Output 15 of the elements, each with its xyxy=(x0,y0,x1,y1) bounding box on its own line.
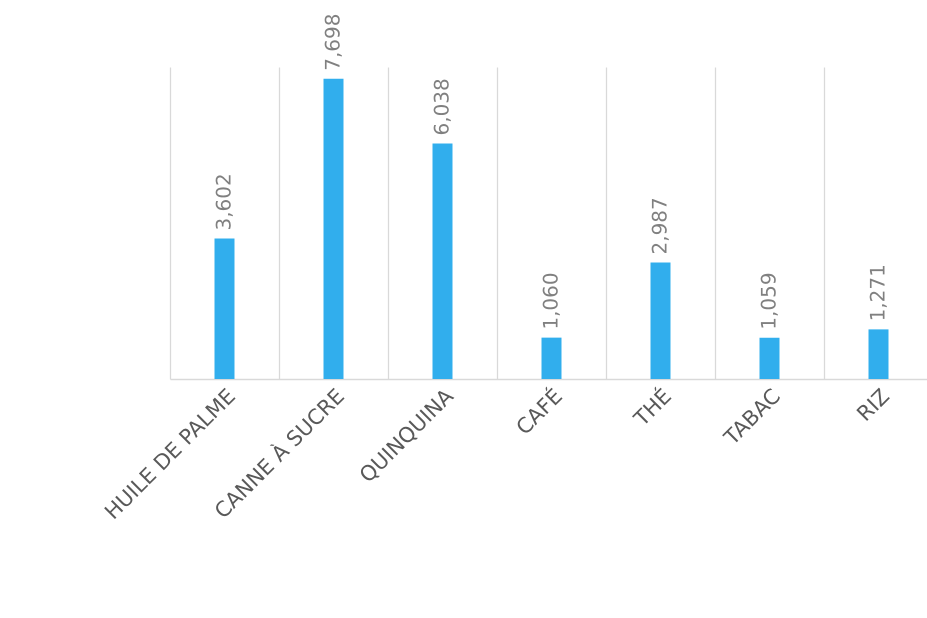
data-label: 6,038 xyxy=(430,78,454,136)
data-label: 3,602 xyxy=(212,173,236,231)
data-label: 2,987 xyxy=(648,197,672,255)
bar xyxy=(324,78,344,379)
bar xyxy=(432,144,452,379)
bar xyxy=(214,238,234,379)
data-label: 7,698 xyxy=(320,14,344,71)
data-label: 1,271 xyxy=(866,264,890,322)
data-label: 1,060 xyxy=(538,272,562,330)
bar xyxy=(542,338,562,379)
x-tick-label: RIZ xyxy=(852,384,894,426)
bar xyxy=(650,262,670,379)
data-label: 1,059 xyxy=(756,272,780,330)
bar xyxy=(868,329,888,379)
bar xyxy=(760,338,780,379)
